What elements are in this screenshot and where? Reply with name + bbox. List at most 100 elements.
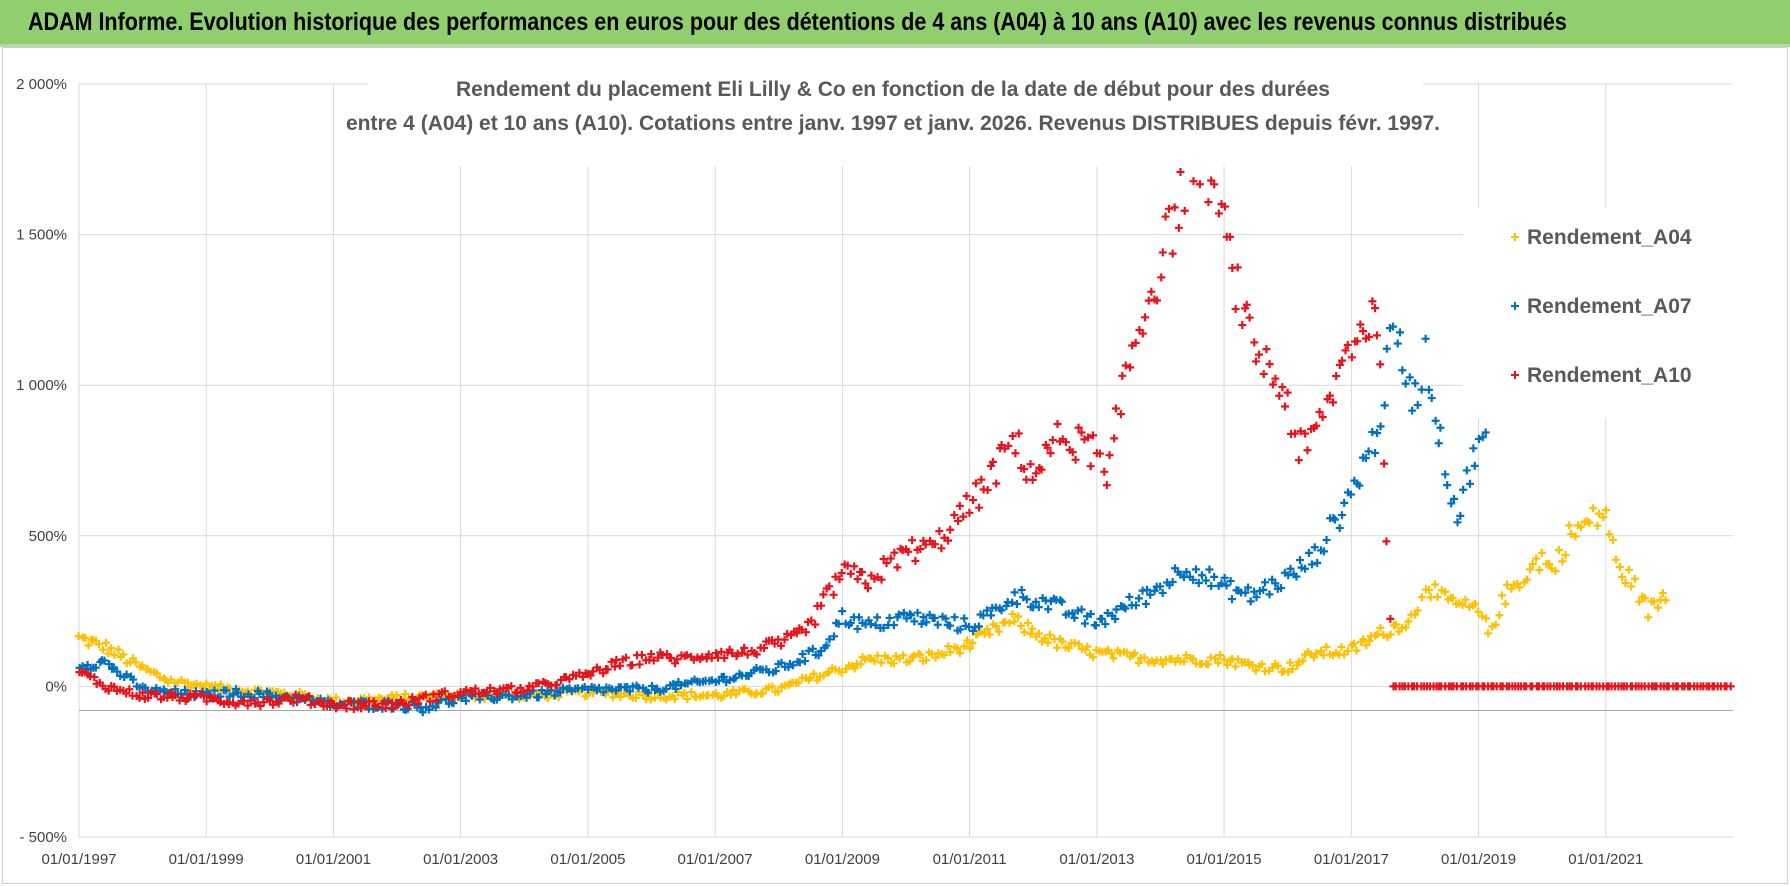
chart-title-line1: Rendement du placement Eli Lilly & Co en… [456,78,1330,101]
data-point [1158,660,1167,669]
data-point [817,601,826,610]
data-point [1161,212,1170,221]
x-tick-label: 01/01/2017 [1314,851,1389,868]
data-point [141,683,150,692]
data-point [1077,605,1086,614]
data-point [1052,643,1061,652]
data-point [1020,464,1029,473]
data-point [129,675,138,684]
data-point [866,620,875,629]
data-point [1197,571,1206,580]
data-point [1653,603,1662,612]
report-title: ADAM Informe. Evolution historique des p… [28,8,1567,36]
data-point [962,491,971,500]
data-point [1061,438,1070,447]
data-point [246,696,255,705]
data-point [471,684,480,693]
data-point [492,689,501,698]
y-tick-label: 1 500% [16,227,67,244]
data-point [607,657,616,666]
data-point [1265,590,1274,599]
data-point [1413,606,1422,615]
data-point [116,671,125,680]
data-point [960,614,969,623]
data-point [1376,422,1385,431]
data-point [1077,428,1086,437]
data-point [919,613,928,622]
data-point [1057,597,1066,606]
data-point [192,691,201,700]
data-point [1621,579,1630,588]
data-point [997,606,1006,615]
data-point [554,693,563,702]
data-point [1068,448,1077,457]
data-point [933,620,942,629]
data-point [122,689,131,698]
data-point [1204,660,1213,669]
data-point [599,669,608,678]
data-point [354,698,363,707]
data-point [1421,334,1430,343]
data-point [1349,639,1358,648]
data-point [1319,547,1328,556]
data-point [1290,429,1299,438]
data-point [1589,504,1598,513]
data-point [342,704,351,713]
data-point [1431,416,1440,425]
data-point [1341,346,1350,355]
data-point [1242,300,1251,309]
data-point [81,633,90,642]
data-point [1526,565,1535,574]
data-point [1405,373,1414,382]
data-point [224,700,233,709]
data-point [988,457,997,466]
data-point [1182,651,1191,660]
x-tick-label: 01/01/2011 [933,851,1007,868]
data-point [1220,202,1229,211]
data-point [1008,610,1017,619]
x-tick-label: 01/01/2019 [1441,851,1516,868]
data-point [347,697,356,706]
data-point [1459,485,1468,494]
data-point [801,656,810,665]
data-point [649,656,658,665]
data-point [1126,363,1135,372]
data-point [486,683,495,692]
data-point [216,680,225,689]
data-point [671,684,680,693]
data-point [289,698,298,707]
data-point [941,614,950,623]
data-point [637,650,646,659]
data-point [1495,611,1504,620]
data-point [1095,449,1104,458]
data-point [1431,580,1440,589]
data-point [222,686,231,695]
data-point [725,676,734,685]
data-point [1182,567,1191,576]
data-point [1180,657,1189,666]
data-point [507,682,516,691]
data-point [1551,567,1560,576]
data-point [835,575,844,584]
data-point [1491,620,1500,629]
data-point [1615,563,1624,572]
data-point [1294,657,1303,666]
data-point [720,654,729,663]
data-point [183,694,192,703]
data-point [777,641,786,650]
data-point [534,679,543,688]
data-point [1146,590,1155,599]
data-point [1365,332,1374,341]
data-point [955,649,964,658]
data-point [871,621,880,630]
data-point [979,611,988,620]
data-point [916,545,925,554]
x-tick-label: 01/01/2005 [550,851,625,868]
data-point [879,554,888,563]
data-point [109,663,118,672]
legend-marker [1511,371,1519,379]
data-point [229,690,238,699]
data-point [1071,455,1080,464]
data-point [1277,584,1286,593]
data-point [1083,433,1092,442]
